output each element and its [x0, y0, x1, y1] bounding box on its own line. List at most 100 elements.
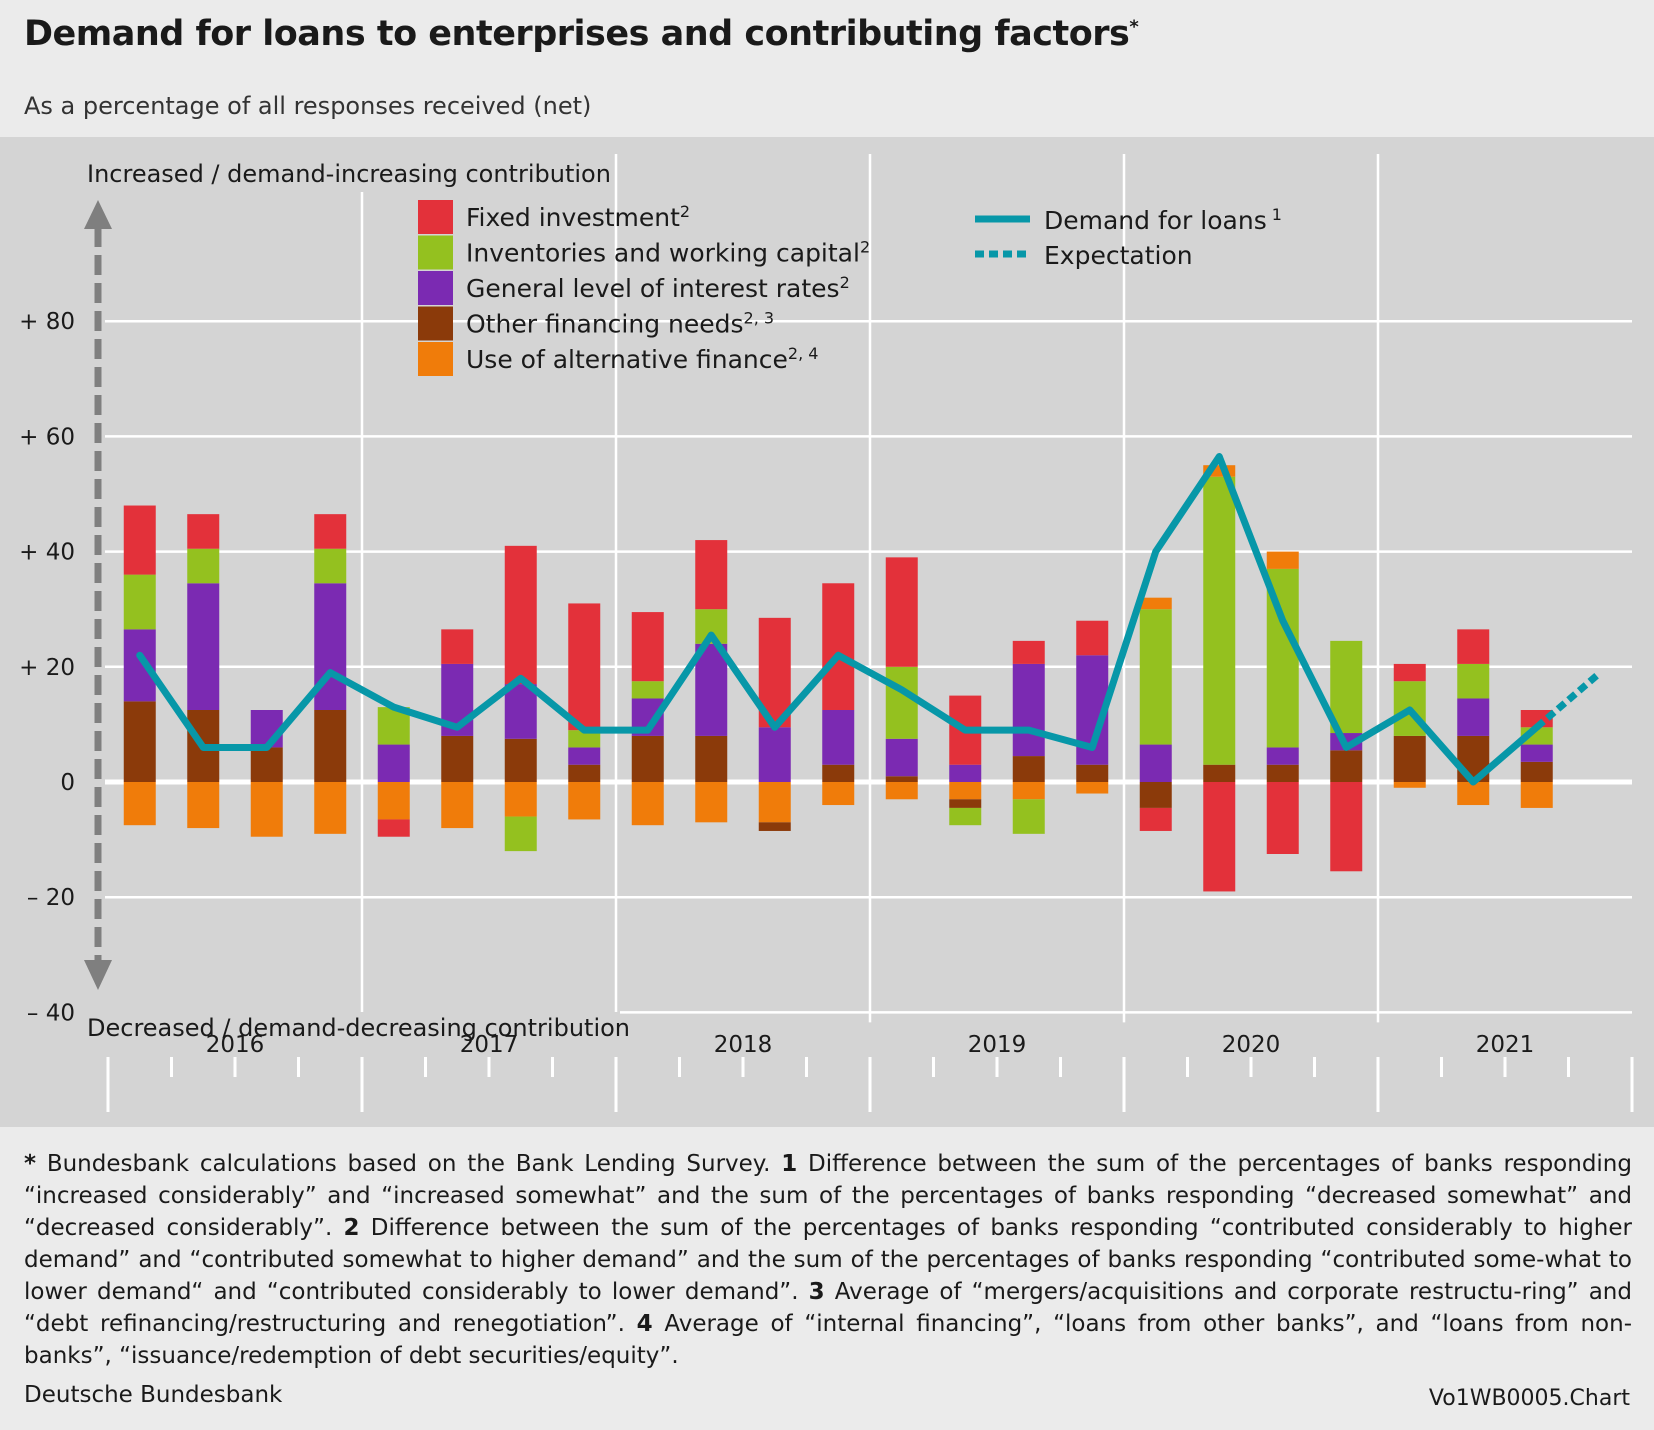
- bar-other-financing: [949, 799, 982, 808]
- bar-inventories: [631, 681, 664, 699]
- bar-other-financing: [1076, 764, 1109, 782]
- footnote-marker: *: [24, 1151, 37, 1177]
- bar-other-financing: [504, 738, 537, 782]
- bar-alternative-finance: [1520, 782, 1553, 808]
- footnote-text-3: Average of “mergers/acquisitions and cor…: [24, 1279, 1632, 1337]
- bar-interest-rates: [1012, 663, 1045, 757]
- source-label: Deutsche Bundesbank: [24, 1382, 283, 1408]
- bar-interest-rates: [949, 764, 982, 782]
- legend-label-inventories: Inventories and working capital2: [466, 238, 870, 268]
- bar-fixed-investment: [1139, 807, 1172, 831]
- bar-alternative-finance: [885, 782, 918, 800]
- legend-swatch-interest-rates: [418, 271, 453, 305]
- legend-label-expectation: Expectation: [1044, 241, 1193, 270]
- bar-fixed-investment: [1330, 782, 1363, 872]
- footnote-number-1: 1: [781, 1151, 798, 1177]
- bar-other-financing: [758, 822, 791, 831]
- bar-other-financing: [631, 735, 664, 782]
- demand-line: [136, 453, 1541, 786]
- footnote-text-4: Average of “internal financing”, “loans …: [24, 1311, 1633, 1369]
- footnote-number-2: 2: [343, 1215, 360, 1241]
- bar-other-financing: [441, 735, 474, 782]
- legend-label-alternative-finance: Use of alternative finance2, 4: [466, 344, 818, 374]
- y-annotation-top: Increased / demand-increasing contributi…: [87, 160, 611, 188]
- bar-fixed-investment: [1266, 782, 1299, 854]
- bar-alternative-finance: [314, 782, 347, 834]
- bar-interest-rates: [187, 583, 220, 710]
- bar-inventories: [1203, 476, 1236, 765]
- bar-alternative-finance: [1266, 551, 1299, 569]
- bar-fixed-investment: [885, 557, 918, 667]
- bar-inventories: [187, 548, 220, 584]
- y-tick-label: + 60: [19, 424, 75, 450]
- bar-alternative-finance: [441, 782, 474, 829]
- footnote-number-3: 3: [808, 1279, 825, 1305]
- bar-alternative-finance: [949, 782, 982, 800]
- bar-inventories: [1457, 663, 1490, 699]
- bar-alternative-finance: [758, 782, 791, 823]
- bar-fixed-investment: [1203, 782, 1236, 892]
- bar-alternative-finance: [695, 782, 728, 823]
- bar-interest-rates: [504, 684, 537, 739]
- bar-interest-rates: [695, 643, 728, 736]
- chart-area: – 40 – 20 0 + 20 + 40 + 60 + 80 Increased / dem…: [0, 137, 1654, 1127]
- legend-label-demand: Demand for loans 1: [1044, 205, 1282, 235]
- bar-alternative-finance: [1076, 782, 1109, 794]
- footnote-text-2: Difference between the sum of the percen…: [24, 1215, 1632, 1305]
- bar-fixed-investment: [377, 819, 410, 837]
- x-year-label: 2016: [206, 1032, 265, 1058]
- y-annotation-bottom: Decreased / demand-decreasing contributi…: [87, 1014, 630, 1042]
- bar-inventories: [314, 548, 347, 584]
- chart-id: Vo1WB0005.Chart: [1428, 1386, 1630, 1411]
- bar-inventories: [1330, 640, 1363, 734]
- bar-interest-rates: [1139, 744, 1172, 782]
- bar-fixed-investment: [187, 514, 220, 549]
- x-year-label: 2019: [968, 1032, 1027, 1058]
- bar-interest-rates: [568, 747, 601, 765]
- bar-interest-rates: [377, 744, 410, 782]
- bar-other-financing: [1203, 764, 1236, 782]
- bar-alternative-finance: [822, 782, 855, 806]
- bar-alternative-finance: [123, 782, 156, 826]
- legend-label-interest-rates: General level of interest rates2: [466, 273, 850, 303]
- bar-fixed-investment: [504, 545, 537, 685]
- bar-fixed-investment: [1012, 640, 1045, 664]
- x-year-label: 2017: [460, 1032, 519, 1058]
- bar-fixed-investment: [631, 612, 664, 682]
- footnote-text-1: Difference between the sum of the percen…: [24, 1151, 1632, 1241]
- bar-interest-rates: [885, 738, 918, 777]
- bar-inventories: [1012, 799, 1045, 834]
- bar-interest-rates: [250, 710, 283, 748]
- bar-alternative-finance: [1012, 782, 1045, 800]
- y-tick-label: – 40: [27, 1000, 75, 1026]
- legend-swatch-alternative-finance: [418, 342, 453, 376]
- bar-other-financing: [250, 747, 283, 782]
- title-footnote-marker: *: [1129, 16, 1139, 38]
- bar-alternative-finance: [1457, 782, 1490, 806]
- legend-swatch-fixed-investment: [418, 200, 453, 234]
- bar-fixed-investment: [314, 514, 347, 549]
- chart-svg: – 40 – 20 0 + 20 + 40 + 60 + 80 Increased / dem…: [0, 137, 1654, 1127]
- y-arrow-up-head: [84, 200, 112, 229]
- legend-label-other-financing: Other financing needs2, 3: [466, 309, 774, 339]
- bar-alternative-finance: [631, 782, 664, 826]
- bar-other-financing: [314, 710, 347, 782]
- x-year-label: 2018: [714, 1032, 773, 1058]
- bar-other-financing: [1139, 782, 1172, 808]
- bar-interest-rates: [123, 629, 156, 702]
- bar-inventories: [123, 574, 156, 630]
- bar-other-financing: [568, 764, 601, 782]
- bar-alternative-finance: [1139, 597, 1172, 610]
- annotation-backdrop: [80, 1012, 620, 1044]
- bar-fixed-investment: [123, 505, 156, 575]
- bar-alternative-finance: [504, 782, 537, 817]
- bar-fixed-investment: [441, 629, 474, 664]
- bar-fixed-investment: [1076, 620, 1109, 656]
- bar-alternative-finance: [1393, 782, 1426, 788]
- x-year-label: 2021: [1476, 1032, 1535, 1058]
- bar-alternative-finance: [568, 782, 601, 820]
- bar-interest-rates: [1520, 744, 1553, 762]
- bar-inventories: [568, 730, 601, 748]
- bar-fixed-investment: [1457, 629, 1490, 664]
- bar-other-financing: [695, 735, 728, 782]
